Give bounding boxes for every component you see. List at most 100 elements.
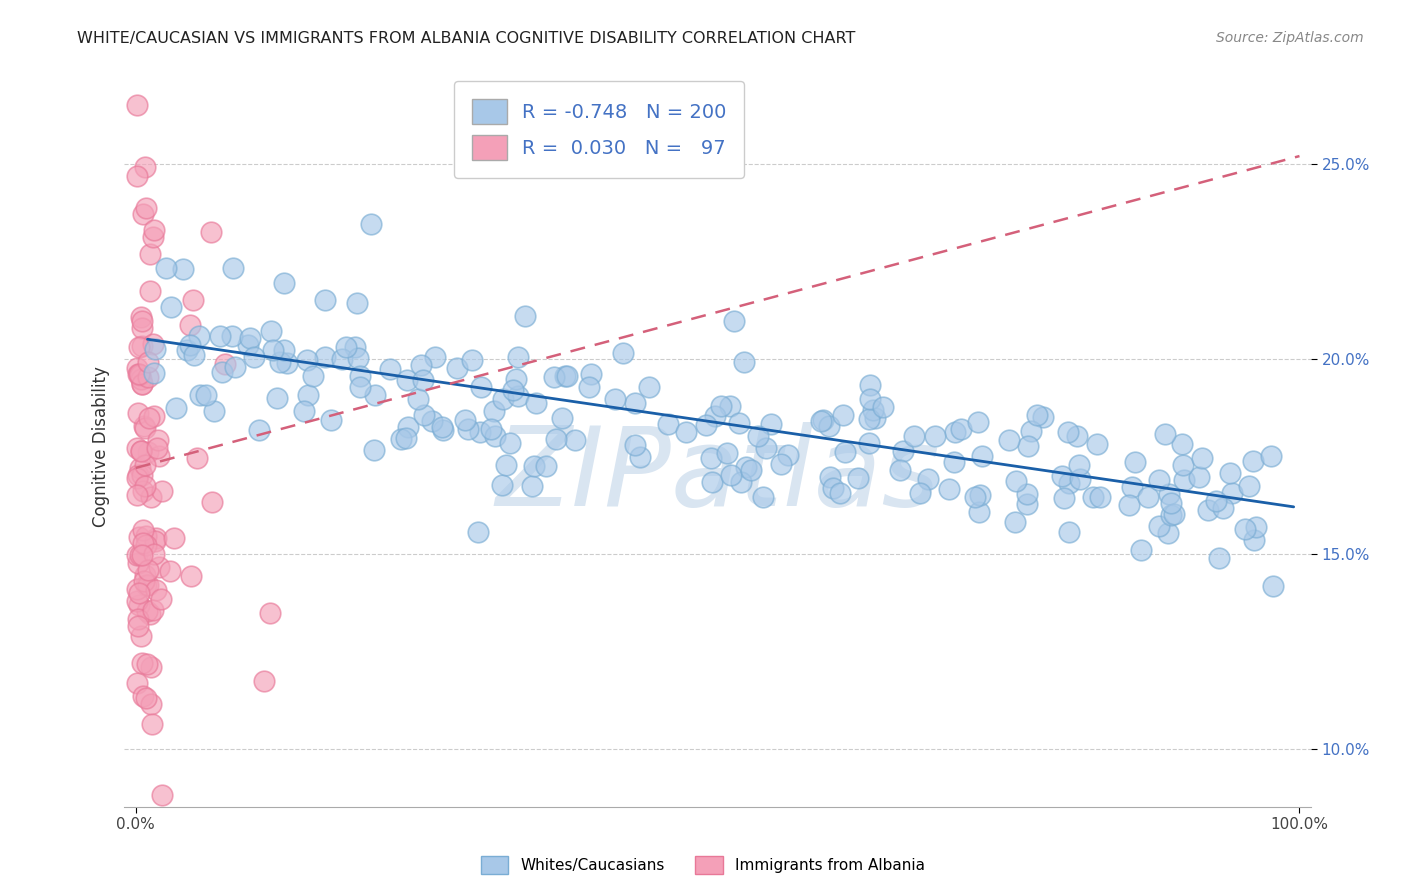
Point — [513, 309, 536, 323]
Point — [142, 337, 165, 351]
Point — [546, 432, 568, 446]
Point — [143, 533, 166, 548]
Point — [128, 598, 150, 612]
Point — [127, 593, 149, 607]
Point — [470, 380, 492, 394]
Point — [1066, 429, 1088, 443]
Point — [908, 486, 931, 500]
Point — [179, 318, 201, 333]
Point — [917, 472, 939, 486]
Point — [605, 392, 627, 406]
Point — [420, 414, 443, 428]
Y-axis label: Cognitive Disability: Cognitive Disability — [93, 366, 110, 527]
Point — [821, 481, 844, 495]
Point — [128, 530, 150, 544]
Point — [131, 320, 153, 334]
Point — [190, 388, 212, 402]
Point — [141, 716, 163, 731]
Point — [1085, 437, 1108, 451]
Text: ZIPatlas: ZIPatlas — [495, 422, 941, 529]
Point — [163, 531, 186, 545]
Point — [127, 467, 149, 482]
Point — [1244, 519, 1267, 533]
Point — [872, 400, 894, 414]
Point — [150, 484, 173, 499]
Point — [148, 560, 170, 574]
Point — [129, 460, 152, 475]
Point — [924, 429, 946, 443]
Point — [138, 607, 160, 621]
Point — [125, 471, 148, 485]
Point — [128, 341, 150, 355]
Point — [135, 201, 157, 215]
Point — [148, 449, 170, 463]
Point — [360, 217, 382, 231]
Point — [142, 366, 165, 380]
Point — [125, 548, 148, 562]
Point — [446, 361, 468, 376]
Point — [176, 343, 198, 358]
Point — [863, 411, 886, 425]
Point — [132, 419, 155, 434]
Point — [127, 556, 149, 570]
Point — [186, 450, 208, 465]
Point — [136, 578, 159, 592]
Point — [846, 471, 869, 485]
Point — [718, 399, 741, 413]
Point — [484, 403, 506, 417]
Point — [1173, 458, 1195, 473]
Point — [1130, 542, 1153, 557]
Point — [349, 380, 371, 394]
Point — [938, 483, 960, 497]
Point — [508, 389, 530, 403]
Point — [129, 444, 152, 458]
Point — [1220, 486, 1243, 500]
Point — [142, 602, 165, 616]
Point — [183, 348, 205, 362]
Point — [224, 359, 246, 374]
Point — [747, 429, 769, 443]
Point — [292, 404, 315, 418]
Point — [454, 412, 477, 426]
Point — [759, 417, 782, 431]
Point — [132, 523, 155, 537]
Point — [467, 525, 489, 540]
Point — [134, 458, 156, 472]
Point — [335, 340, 357, 354]
Point — [522, 479, 544, 493]
Point — [127, 612, 149, 626]
Point — [346, 295, 368, 310]
Point — [523, 458, 546, 473]
Point — [858, 411, 880, 425]
Point — [1219, 466, 1241, 480]
Point — [134, 574, 156, 588]
Point — [139, 697, 162, 711]
Point — [314, 351, 336, 365]
Point — [131, 376, 153, 391]
Point — [699, 450, 721, 465]
Legend: Whites/Caucasians, Immigrants from Albania: Whites/Caucasians, Immigrants from Alban… — [475, 850, 931, 880]
Point — [967, 505, 990, 519]
Point — [1147, 473, 1170, 487]
Point — [492, 392, 515, 407]
Point — [138, 355, 160, 369]
Point — [702, 475, 724, 490]
Point — [831, 408, 853, 422]
Point — [211, 365, 233, 379]
Point — [145, 531, 167, 545]
Point — [132, 689, 155, 703]
Point — [128, 368, 150, 382]
Point — [423, 350, 446, 364]
Point — [735, 459, 758, 474]
Point — [1173, 474, 1195, 488]
Point — [675, 425, 697, 439]
Point — [710, 399, 733, 413]
Point — [146, 442, 169, 456]
Point — [134, 479, 156, 493]
Point — [134, 160, 156, 174]
Point — [1069, 472, 1091, 486]
Point — [134, 420, 156, 434]
Point — [389, 432, 412, 446]
Point — [138, 411, 160, 425]
Point — [810, 414, 832, 428]
